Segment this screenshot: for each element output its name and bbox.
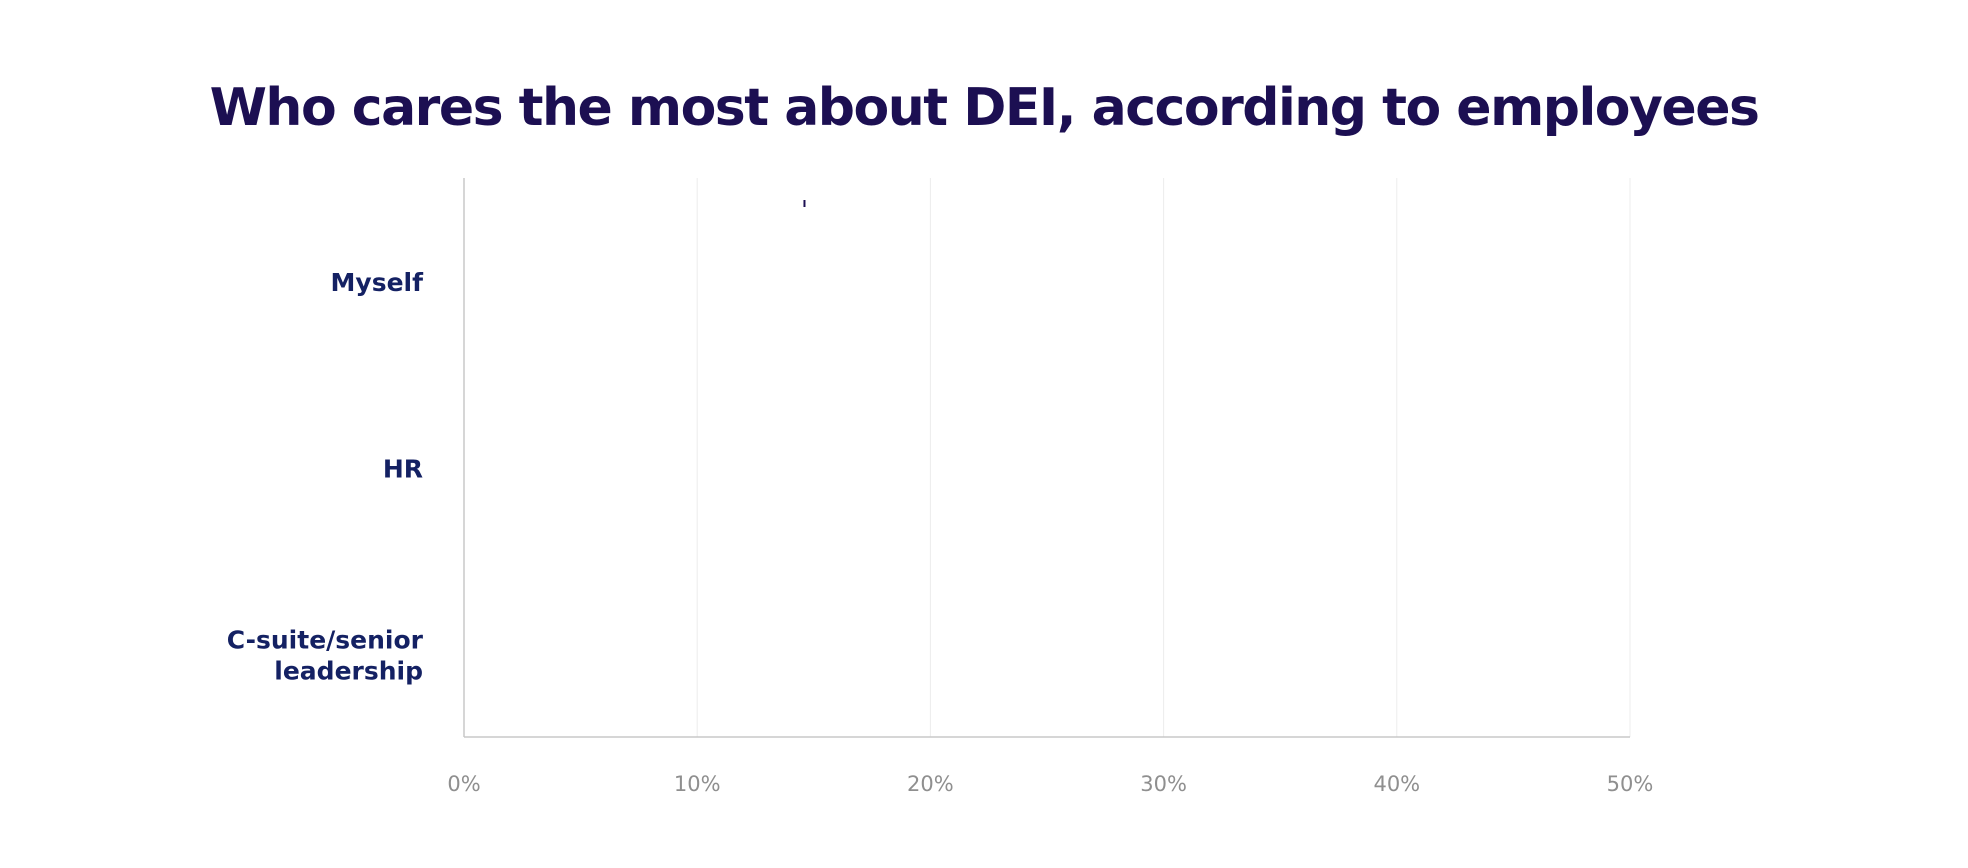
axes <box>463 178 1630 738</box>
category-label-line: HR <box>383 455 423 484</box>
category-label-line: C-suite/senior <box>227 625 424 654</box>
category-labels: Myself HR C-suite/senior leadership <box>227 268 424 685</box>
x-tick-label-10: 10% <box>674 772 721 796</box>
x-tick-label-40: 40% <box>1373 772 1420 796</box>
category-label-hr: HR <box>383 455 423 484</box>
category-label-line: Myself <box>331 268 425 297</box>
category-label-line: leadership <box>274 656 423 685</box>
category-label-myself: Myself <box>331 268 425 297</box>
chart-title: Who cares the most about DEI, according … <box>209 78 1760 138</box>
category-label-c-suite-senior-leadership: C-suite/senior leadership <box>227 625 424 685</box>
gridlines <box>696 178 1631 737</box>
x-tick-label-50: 50% <box>1607 772 1654 796</box>
x-tick-label-0: 0% <box>447 772 480 796</box>
x-tick-label-20: 20% <box>907 772 954 796</box>
x-tick-label-30: 30% <box>1140 772 1187 796</box>
x-tick-labels: 0% 10% 20% 30% 40% 50% <box>447 772 1653 796</box>
